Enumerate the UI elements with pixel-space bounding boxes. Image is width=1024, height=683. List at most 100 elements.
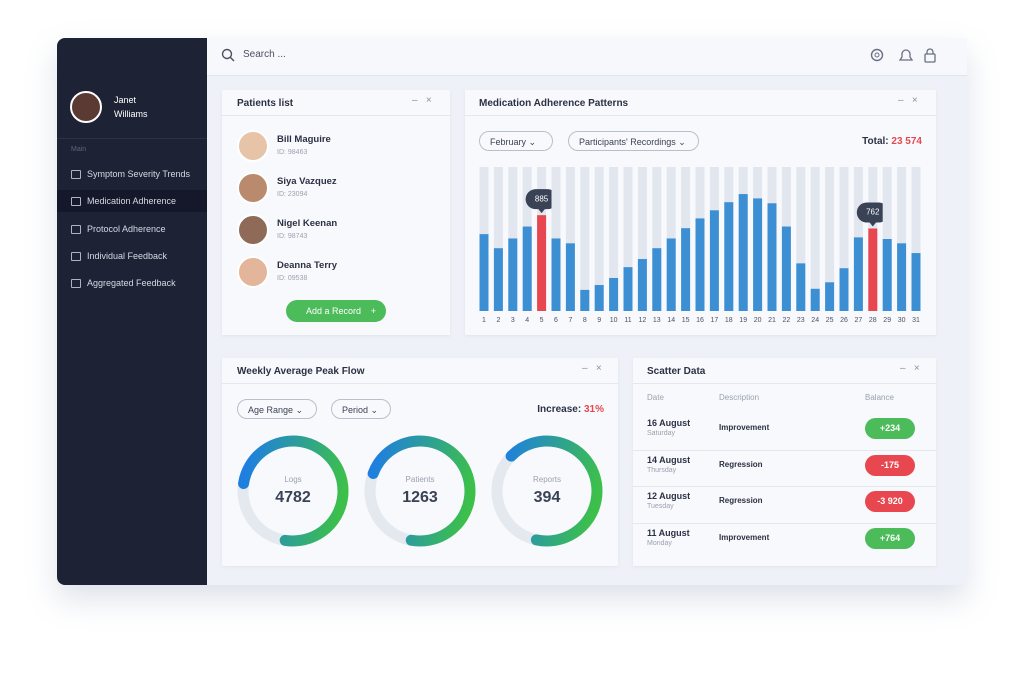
menu-icon bbox=[71, 279, 81, 289]
x-tick-label: 6 bbox=[554, 317, 558, 324]
filter-label: Period bbox=[342, 405, 369, 415]
x-tick-label: 30 bbox=[898, 317, 906, 324]
ring-value: 4782 bbox=[275, 489, 311, 506]
balance-pill[interactable]: -3 920 bbox=[865, 491, 915, 512]
bar-track bbox=[796, 167, 806, 311]
x-tick-label: 4 bbox=[525, 317, 529, 324]
bar bbox=[810, 288, 820, 311]
row-date: 12 August bbox=[647, 491, 691, 501]
patient-id: ID: 09538 bbox=[277, 275, 308, 282]
panel-title: Medication Adherence Patterns bbox=[479, 98, 629, 109]
topbar: Search ... bbox=[207, 38, 967, 76]
ring-arc bbox=[237, 435, 349, 547]
menu-item[interactable]: Individual Feedback bbox=[57, 245, 207, 267]
patients-panel: Patients list – × Bill Maguire ID: 98463 S… bbox=[222, 90, 450, 335]
panel-controls[interactable]: – × bbox=[898, 95, 918, 106]
x-tick-label: 9 bbox=[597, 317, 601, 324]
bar-track bbox=[594, 167, 604, 311]
balance-pill[interactable]: +764 bbox=[865, 527, 915, 549]
menu-icon bbox=[71, 170, 81, 179]
top-icons bbox=[870, 48, 936, 63]
user-last: Williams bbox=[114, 109, 148, 119]
panel-controls[interactable]: – × bbox=[900, 363, 920, 374]
patient-name[interactable]: Nigel Keenan bbox=[277, 218, 338, 229]
balance-pill[interactable]: +234 bbox=[865, 418, 915, 439]
row-date: 14 August bbox=[647, 454, 691, 465]
patient-avatar[interactable] bbox=[237, 256, 269, 288]
x-tick-label: 31 bbox=[912, 317, 920, 324]
button-label: Add a Record bbox=[306, 306, 362, 316]
scatter-panel: Scatter Data – × Date Description Balanc… bbox=[633, 358, 936, 566]
callout-pointer bbox=[537, 208, 546, 214]
filter[interactable]: February ⌄ bbox=[479, 131, 553, 151]
panel-controls[interactable]: – × bbox=[412, 95, 432, 106]
row-description: Regression bbox=[719, 459, 763, 469]
patient-avatar[interactable] bbox=[237, 214, 269, 246]
x-tick-label: 13 bbox=[653, 317, 661, 324]
total-label: Total: bbox=[862, 136, 889, 147]
peak-flow-panel: Weekly Average Peak Flow – × Age Range ⌄… bbox=[222, 358, 618, 566]
patient-name[interactable]: Siya Vazquez bbox=[277, 176, 337, 187]
row-description: Regression bbox=[719, 496, 763, 505]
bar bbox=[666, 238, 676, 311]
patient-avatar[interactable] bbox=[237, 172, 269, 204]
bar bbox=[522, 226, 532, 311]
menu-item[interactable]: Aggregated Feedback bbox=[57, 272, 207, 294]
search[interactable]: Search ... bbox=[243, 49, 286, 60]
increase: 31% bbox=[583, 404, 604, 415]
callout-pointer bbox=[868, 221, 877, 227]
bar bbox=[580, 289, 590, 311]
filter[interactable]: Age Range ⌄ bbox=[237, 399, 317, 419]
row-description: Improvement bbox=[719, 532, 770, 542]
x-tick-label: 29 bbox=[883, 317, 891, 324]
menu-item[interactable]: Medication Adherence bbox=[57, 190, 207, 213]
bar bbox=[623, 267, 633, 311]
row-day: Saturday bbox=[647, 430, 676, 437]
bar bbox=[652, 248, 662, 311]
row-divider bbox=[633, 522, 936, 524]
bar bbox=[609, 277, 619, 311]
x-tick-label: 14 bbox=[667, 317, 675, 324]
callout bbox=[525, 189, 558, 210]
add-record-button[interactable]: Add a Record + bbox=[286, 300, 386, 322]
patient-name[interactable]: Bill Maguire bbox=[277, 134, 331, 145]
x-tick-label: 28 bbox=[869, 317, 877, 324]
sidebar: Janet Williams Main Symptom Severity Tre… bbox=[57, 38, 207, 585]
row-day: Tuesday bbox=[647, 503, 674, 510]
total: 23 574 bbox=[891, 136, 922, 147]
menu-item[interactable]: Protocol Adherence bbox=[57, 218, 207, 240]
filter-label: February bbox=[490, 137, 527, 147]
filter[interactable]: Period ⌄ bbox=[331, 399, 391, 419]
menu-icon bbox=[71, 197, 81, 207]
bar-track bbox=[609, 167, 619, 311]
menu-item[interactable]: Symptom Severity Trends bbox=[57, 163, 207, 185]
callout bbox=[856, 202, 889, 223]
patient-id: ID: 98463 bbox=[277, 149, 308, 156]
x-tick-label: 3 bbox=[511, 317, 515, 324]
x-tick-label: 7 bbox=[568, 317, 572, 324]
patient-avatar[interactable] bbox=[237, 130, 269, 162]
bar-track bbox=[580, 167, 590, 311]
ring-arc bbox=[491, 435, 603, 547]
bar bbox=[839, 268, 849, 311]
row-description: Improvement bbox=[719, 423, 770, 432]
x-tick-label: 20 bbox=[754, 317, 762, 324]
bar-track bbox=[839, 167, 849, 311]
bar-track bbox=[652, 167, 662, 311]
bar bbox=[753, 198, 763, 311]
panel-controls[interactable]: – × bbox=[582, 363, 602, 374]
column-header: Description bbox=[719, 393, 760, 402]
bar-track bbox=[897, 167, 907, 311]
balance-pill[interactable]: -175 bbox=[865, 454, 915, 476]
bar-track bbox=[637, 167, 647, 311]
x-tick-label: 19 bbox=[739, 317, 747, 324]
ring-label: Logs bbox=[284, 475, 301, 484]
bar-track bbox=[623, 167, 633, 311]
x-tick-label: 18 bbox=[725, 317, 733, 324]
filter-label: Age Range bbox=[248, 405, 294, 415]
patient-name[interactable]: Deanna Terry bbox=[277, 260, 338, 271]
filter[interactable]: Participants' Recordings ⌄ bbox=[568, 131, 699, 151]
x-tick-label: 26 bbox=[840, 317, 848, 324]
